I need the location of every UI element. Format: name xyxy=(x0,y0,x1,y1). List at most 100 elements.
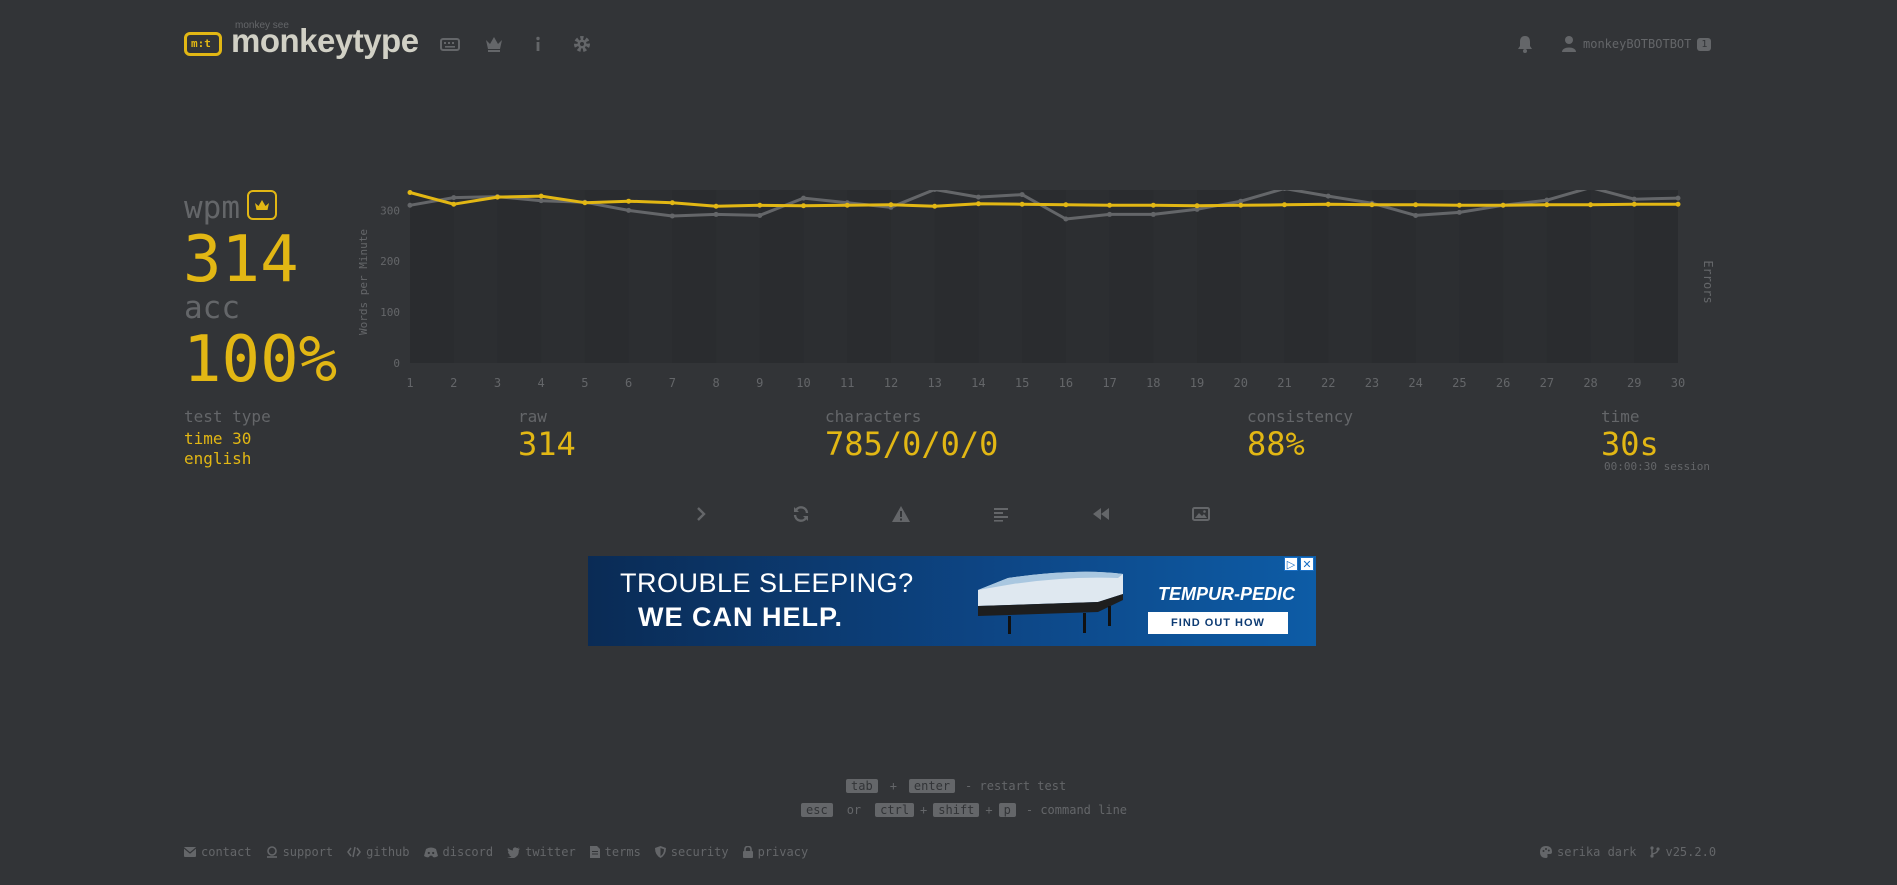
chart-point-wpm xyxy=(1238,202,1244,208)
chart-point-raw xyxy=(451,195,457,201)
chart-point-wpm xyxy=(888,202,894,208)
mattress-image xyxy=(978,571,1123,634)
chart-x-tick: 12 xyxy=(884,376,898,390)
rewind-icon xyxy=(1093,508,1109,520)
chart-point-wpm xyxy=(1194,203,1200,209)
footer-right: serika dark v25.2.0 xyxy=(1540,845,1716,859)
chart-point-raw xyxy=(713,211,719,217)
chart-point-wpm xyxy=(1063,202,1069,208)
chart-point-wpm xyxy=(713,203,719,209)
chart-point-raw xyxy=(1282,190,1287,191)
words-history-button[interactable] xyxy=(989,502,1013,526)
chart-point-wpm xyxy=(669,200,675,206)
advertisement-banner[interactable]: TROUBLE SLEEPING? WE CAN HELP. TEMPUR-PE… xyxy=(588,556,1316,646)
footer-contact-label: contact xyxy=(201,845,252,859)
chart-point-wpm xyxy=(407,190,413,196)
chart-point-wpm xyxy=(538,193,544,199)
keyboard-icon[interactable] xyxy=(440,34,460,54)
restart-hint-text: - restart test xyxy=(965,779,1067,793)
footer-security-label: security xyxy=(670,845,729,859)
footer-discord-label: discord xyxy=(442,845,494,859)
info-icon[interactable] xyxy=(528,34,548,54)
bell-icon[interactable] xyxy=(1515,34,1535,54)
next-test-button[interactable] xyxy=(689,502,713,526)
chart-point-wpm xyxy=(1588,202,1594,208)
footer-contact-link[interactable]: contact xyxy=(184,845,252,859)
chart-x-tick: 7 xyxy=(669,376,676,390)
chart-x-tick: 21 xyxy=(1277,376,1291,390)
chart-point-wpm xyxy=(1369,202,1375,208)
personal-best-crown[interactable] xyxy=(247,190,277,220)
theme-button[interactable]: serika dark xyxy=(1540,845,1636,859)
chart-series-wpm-line xyxy=(409,191,1678,208)
footer-github-link[interactable]: github xyxy=(347,845,410,859)
chart-grid-band xyxy=(847,190,891,363)
chart-point-wpm xyxy=(801,203,807,209)
theme-name: serika dark xyxy=(1557,845,1637,859)
gear-icon[interactable] xyxy=(572,34,592,54)
crown-icon[interactable] xyxy=(484,34,504,54)
chart-point-wpm xyxy=(626,198,632,204)
chart-point-raw xyxy=(1019,192,1025,198)
practice-words-button[interactable] xyxy=(889,502,913,526)
warning-icon xyxy=(892,506,910,522)
chart-grid-band xyxy=(1634,190,1678,363)
chart-point-raw xyxy=(975,194,981,200)
wpm-label: wpm xyxy=(184,190,240,226)
chart-point-raw xyxy=(1456,209,1462,215)
chart-x-tick: 26 xyxy=(1496,376,1510,390)
chart-point-raw xyxy=(538,198,544,204)
plus-sign: + xyxy=(985,803,993,817)
footer-support-link[interactable]: support xyxy=(266,845,333,859)
chart-point-wpm xyxy=(1675,201,1681,207)
chart-point-raw xyxy=(1631,196,1637,202)
ctrl-key: ctrl xyxy=(875,803,915,817)
donate-icon xyxy=(266,846,277,858)
p-key: p xyxy=(998,803,1016,817)
ad-subheadline: WE CAN HELP. xyxy=(638,602,844,632)
shield-icon xyxy=(654,846,666,858)
footer-twitter-link[interactable]: twitter xyxy=(507,845,576,859)
chart-point-wpm xyxy=(1325,201,1331,207)
adchoices-icon[interactable]: ▷ xyxy=(1284,557,1298,571)
footer-privacy-link[interactable]: privacy xyxy=(742,845,808,859)
close-ad-icon[interactable]: ✕ xyxy=(1300,557,1314,571)
chart-point-wpm xyxy=(932,203,938,209)
chart-x-tick: 3 xyxy=(494,376,501,390)
chart-y-tick: 0 xyxy=(393,357,400,370)
footer-github-label: github xyxy=(366,845,410,859)
wpm-value: 314 xyxy=(183,223,299,297)
chart-x-tick: 29 xyxy=(1627,376,1641,390)
chart-grid-band xyxy=(1546,190,1591,363)
restart-hint: tab + enter - restart test xyxy=(846,779,1066,793)
chart-series-raw-line xyxy=(409,190,1679,221)
chart-x-tick: 1 xyxy=(406,376,413,390)
acc-value: 100% xyxy=(183,323,338,397)
screenshot-button[interactable] xyxy=(1189,502,1213,526)
time-value: 30s xyxy=(1601,425,1659,463)
logo-text[interactable]: monkeytype xyxy=(231,22,419,59)
chart-x-tick: 5 xyxy=(581,376,588,390)
chart-x-tick: 8 xyxy=(712,376,719,390)
chart-x-tick: 16 xyxy=(1059,376,1073,390)
ad-cta-button[interactable]: FIND OUT HOW xyxy=(1148,612,1288,634)
ad-brand: TEMPUR-PEDIC xyxy=(1158,584,1296,604)
replay-button[interactable] xyxy=(1089,502,1113,526)
chart-point-wpm xyxy=(757,202,763,208)
chart-point-raw xyxy=(626,207,632,213)
version-button[interactable]: v25.2.0 xyxy=(1650,845,1716,859)
chart-x-tick: 23 xyxy=(1365,376,1379,390)
repeat-test-button[interactable] xyxy=(789,502,813,526)
logo-icon[interactable]: m:t xyxy=(184,32,222,56)
footer-discord-link[interactable]: discord xyxy=(423,845,494,859)
account-button[interactable]: monkeyBOTBOTBOT 1 xyxy=(1561,34,1712,54)
footer-security-link[interactable]: security xyxy=(654,845,729,859)
chart-point-raw xyxy=(1675,195,1681,201)
footer-terms-link[interactable]: terms xyxy=(589,845,641,859)
chart-x-tick: 25 xyxy=(1452,376,1466,390)
enter-key: enter xyxy=(908,779,956,793)
ad-headline: TROUBLE SLEEPING? xyxy=(620,568,914,598)
chart-grid-band xyxy=(497,190,542,363)
command-line-hint: esc or ctrl + shift + p - command line xyxy=(801,803,1127,817)
chart-x-tick: 22 xyxy=(1321,376,1335,390)
